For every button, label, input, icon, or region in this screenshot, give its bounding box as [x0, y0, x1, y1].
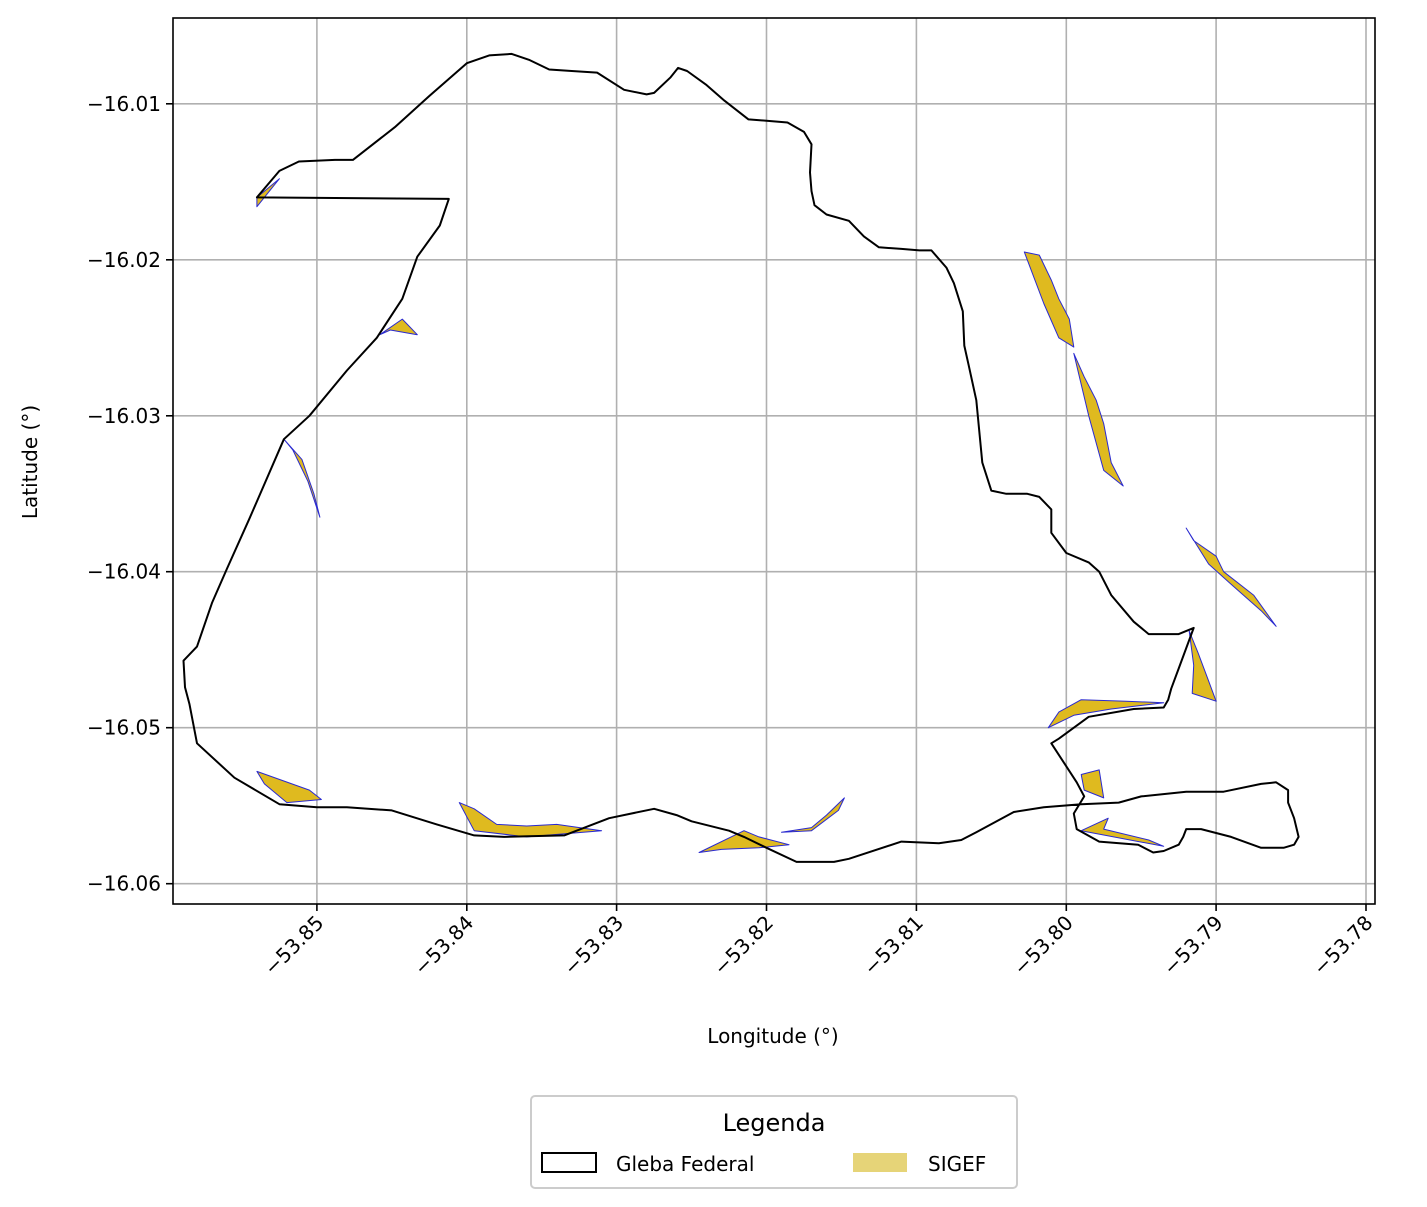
sigef-parcel	[256, 770, 322, 804]
sigef-parcel	[1023, 251, 1075, 348]
sigef-parcel	[256, 178, 280, 208]
sigef-parcel	[283, 438, 321, 518]
sigef-parcel	[1080, 769, 1105, 799]
legend-title: Legenda	[723, 1109, 826, 1137]
y-axis-title: Latitude (°)	[18, 405, 42, 519]
y-tick-label: −16.03	[87, 404, 161, 428]
y-tick-label: −16.04	[87, 560, 161, 584]
sigef-parcel	[1047, 699, 1165, 729]
legend: Legenda Gleba Federal SIGEF	[530, 1095, 1018, 1189]
x-axis-title: Longitude (°)	[707, 1024, 838, 1048]
gleba-federal-boundary	[182, 52, 1300, 863]
grid-lines	[173, 18, 1375, 904]
plot-frame	[172, 17, 1376, 905]
sigef-parcel	[1080, 817, 1165, 847]
y-tick-label: −16.01	[87, 92, 161, 116]
y-axis-ticks: −16.01 −16.02 −16.03 −16.04 −16.05 −16.06	[87, 92, 173, 896]
y-tick-label: −16.05	[87, 716, 161, 740]
sigef-parcel	[1185, 527, 1277, 627]
y-tick-label: −16.02	[87, 248, 161, 272]
sigef-parcel	[1188, 630, 1217, 702]
legend-label-gleba: Gleba Federal	[616, 1152, 754, 1176]
y-tick-label: −16.06	[87, 872, 161, 896]
sigef-parcel	[698, 830, 790, 853]
legend-swatch-sigef	[853, 1153, 907, 1172]
sigef-parcel	[781, 797, 845, 833]
sigef-layer	[256, 178, 1277, 853]
sigef-parcel	[1073, 352, 1124, 487]
sigef-parcel	[458, 802, 603, 838]
legend-label-sigef: SIGEF	[928, 1152, 986, 1176]
sigef-parcel	[379, 318, 418, 336]
legend-swatch-gleba	[541, 1152, 597, 1173]
